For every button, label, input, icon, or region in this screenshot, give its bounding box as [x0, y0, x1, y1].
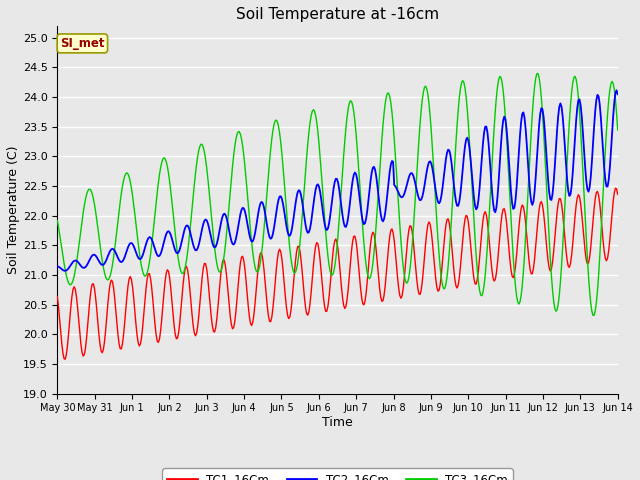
Text: SI_met: SI_met	[60, 37, 104, 50]
Title: Soil Temperature at -16cm: Soil Temperature at -16cm	[236, 7, 439, 22]
X-axis label: Time: Time	[322, 416, 353, 429]
Y-axis label: Soil Temperature (C): Soil Temperature (C)	[7, 145, 20, 274]
Legend: TC1_16Cm, TC2_16Cm, TC3_16Cm: TC1_16Cm, TC2_16Cm, TC3_16Cm	[163, 468, 513, 480]
